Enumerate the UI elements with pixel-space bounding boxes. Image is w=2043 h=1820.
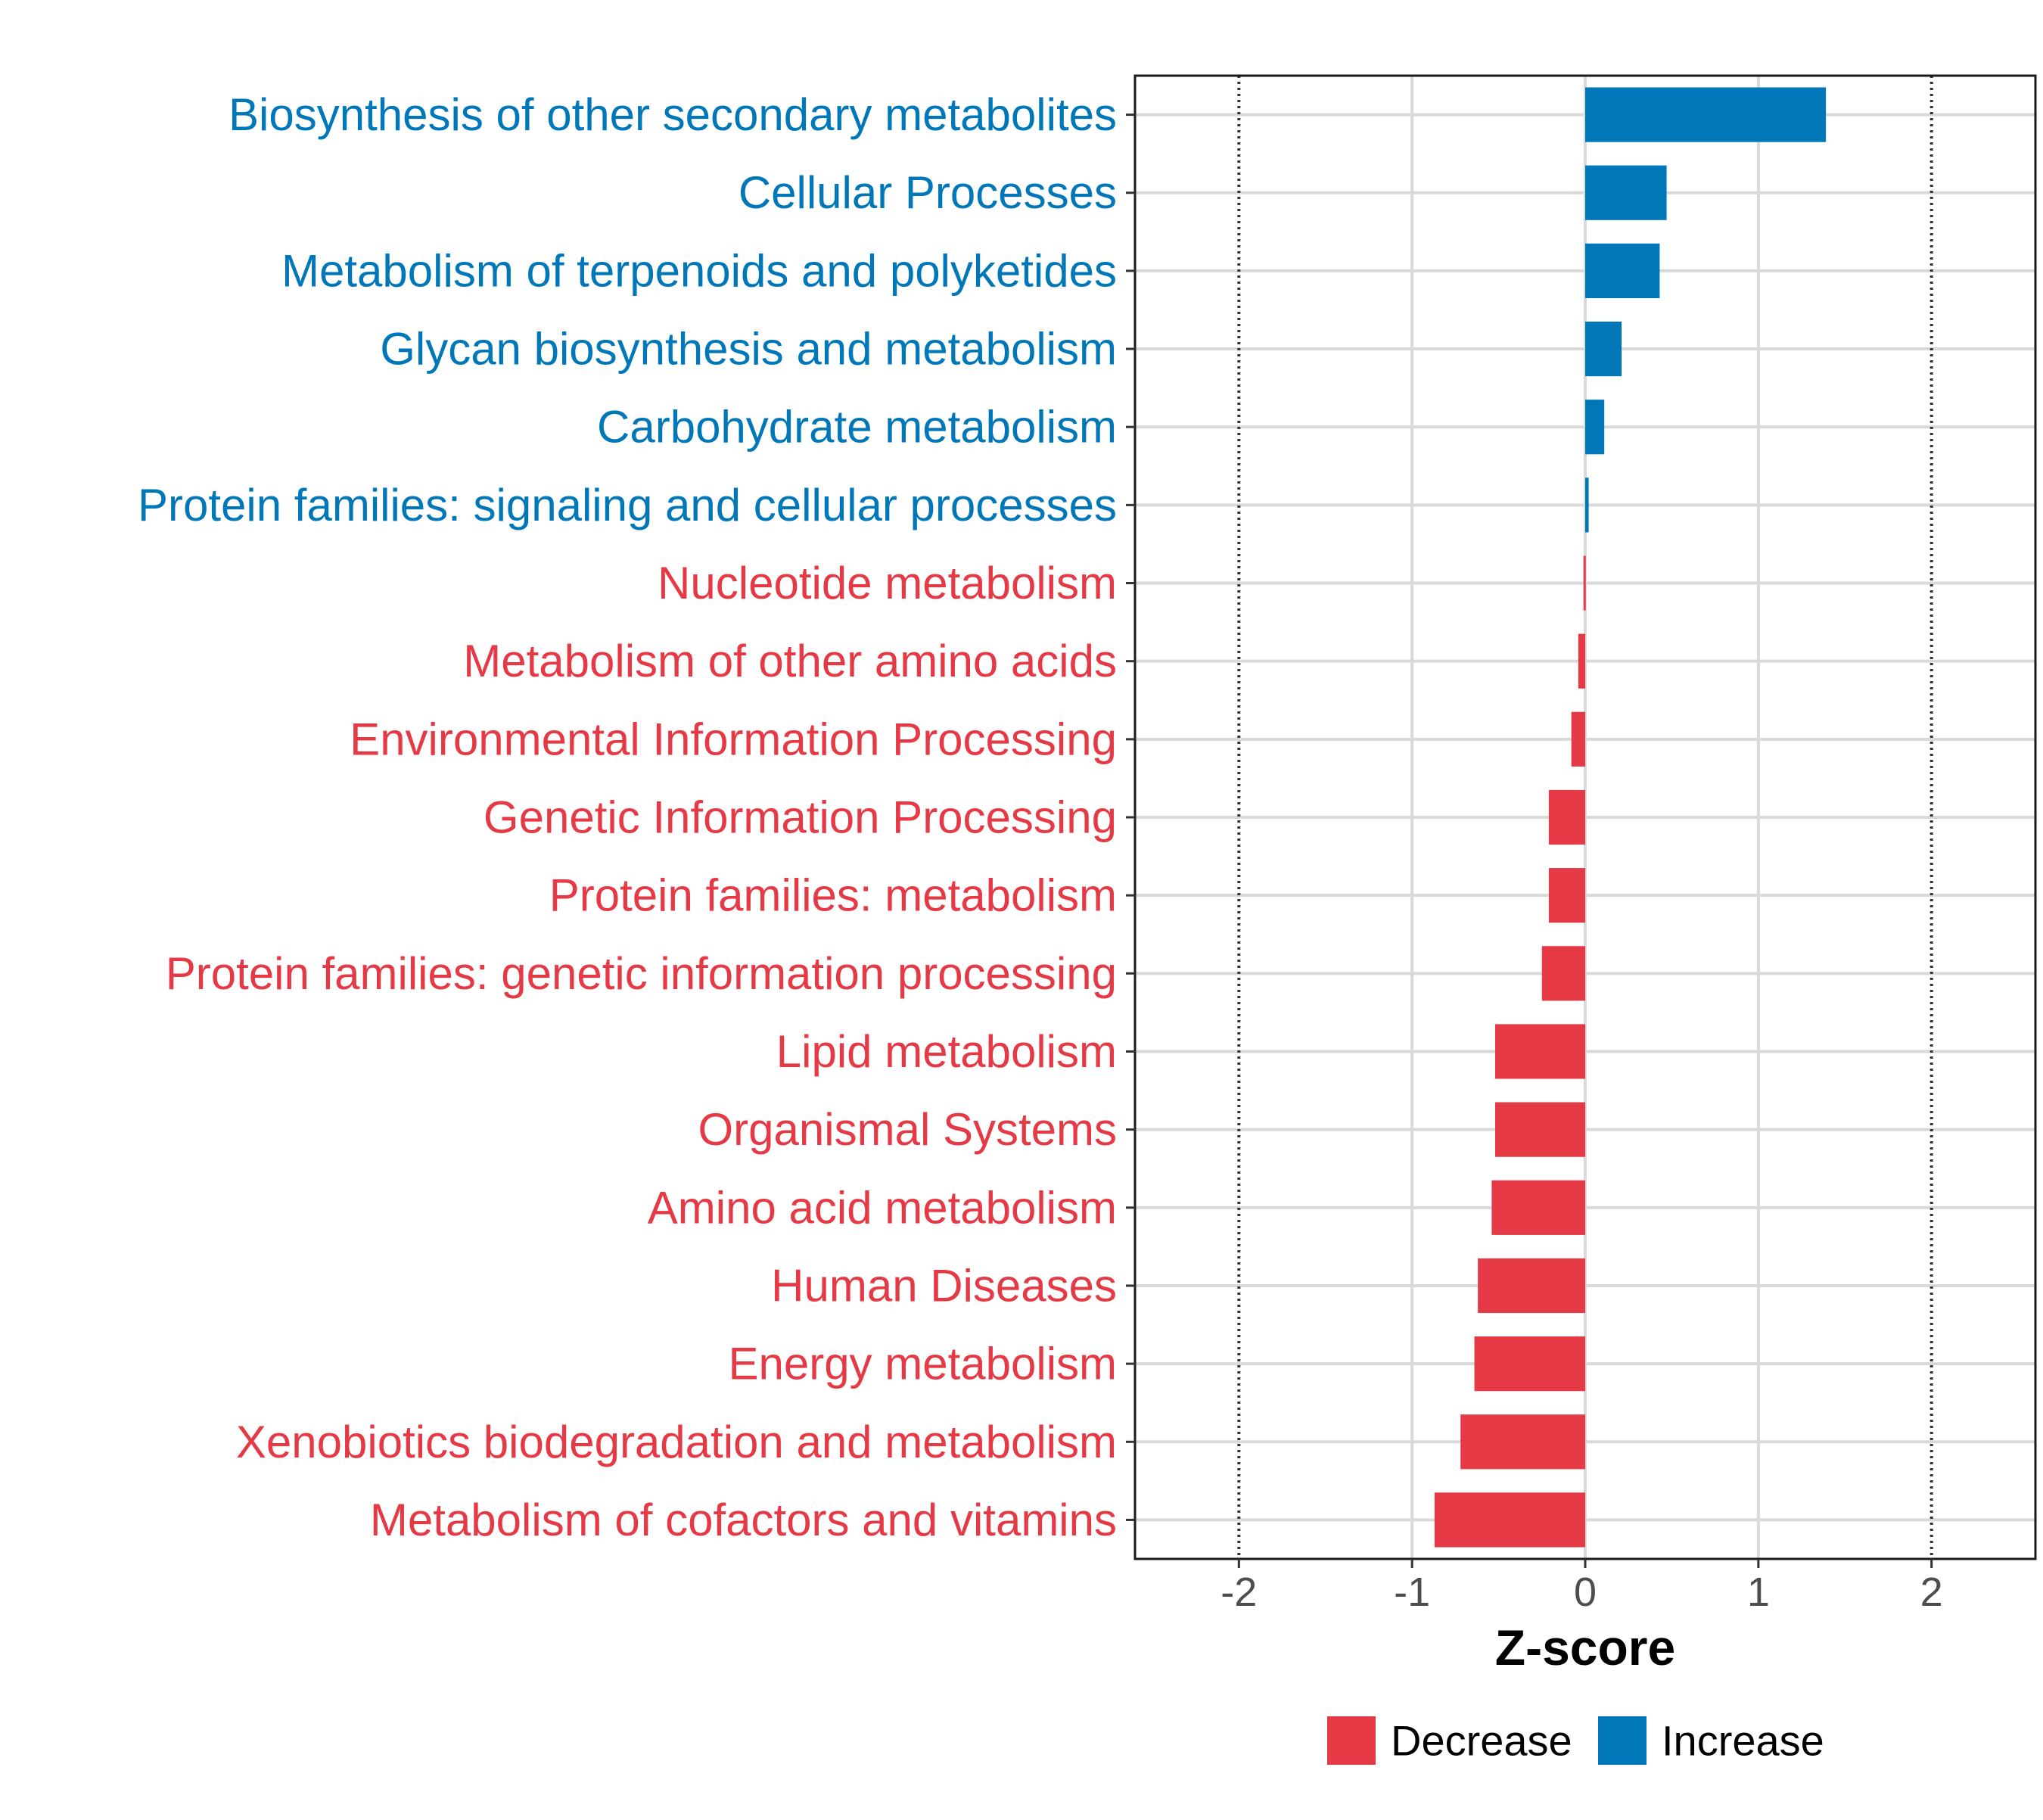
- category-label: Metabolism of other amino acids: [463, 636, 1117, 686]
- category-label: Protein families: genetic information pr…: [166, 948, 1117, 999]
- bar: [1578, 633, 1585, 689]
- category-label: Cellular Processes: [739, 167, 1117, 218]
- legend-swatch: [1598, 1716, 1647, 1765]
- category-label: Energy metabolism: [728, 1339, 1117, 1389]
- category-label: Protein families: metabolism: [549, 870, 1117, 921]
- x-axis-ticks: [1237, 1559, 1933, 1568]
- category-label: Xenobiotics biodegradation and metabolis…: [236, 1417, 1117, 1467]
- legend-swatch: [1327, 1716, 1376, 1765]
- bar: [1548, 868, 1585, 923]
- bars: [1434, 87, 1827, 1548]
- bar: [1495, 1102, 1585, 1157]
- bar: [1548, 789, 1585, 845]
- y-axis-ticks: [1126, 114, 1135, 1521]
- category-label: Glycan biosynthesis and metabolism: [380, 324, 1117, 375]
- bar: [1571, 711, 1585, 767]
- category-label: Human Diseases: [771, 1260, 1117, 1311]
- category-label: Protein families: signaling and cellular…: [138, 480, 1117, 530]
- bar: [1585, 87, 1827, 142]
- bar: [1585, 243, 1660, 298]
- category-label: Lipid metabolism: [776, 1026, 1117, 1077]
- category-label: Biosynthesis of other secondary metaboli…: [229, 89, 1117, 140]
- bar: [1585, 478, 1589, 533]
- bar: [1585, 165, 1667, 220]
- bar: [1460, 1414, 1585, 1470]
- category-label: Carbohydrate metabolism: [597, 402, 1117, 453]
- legend-label: Increase: [1662, 1717, 1824, 1765]
- legend: Decrease Increase: [1327, 1716, 1824, 1765]
- bar: [1583, 555, 1586, 611]
- x-tick-label: 0: [1574, 1570, 1597, 1615]
- y-axis-labels: Biosynthesis of other secondary metaboli…: [138, 89, 1117, 1545]
- x-axis-labels: -2 -1 0 1 2: [1221, 1570, 1942, 1615]
- x-tick-label: 1: [1747, 1570, 1770, 1615]
- bar: [1474, 1336, 1585, 1392]
- x-tick-label: -1: [1394, 1570, 1430, 1615]
- category-label: Organismal Systems: [698, 1104, 1117, 1155]
- bar: [1585, 400, 1605, 455]
- category-label: Metabolism of cofactors and vitamins: [370, 1495, 1117, 1545]
- reference-lines: [1237, 76, 1933, 1559]
- x-axis-title: Z-score: [1495, 1619, 1675, 1675]
- category-label: Nucleotide metabolism: [658, 558, 1117, 608]
- category-label: Metabolism of terpenoids and polyketides: [281, 245, 1117, 296]
- bar: [1541, 946, 1585, 1001]
- category-label: Environmental Information Processing: [350, 714, 1117, 764]
- bar: [1495, 1024, 1585, 1079]
- legend-label: Decrease: [1391, 1717, 1572, 1765]
- x-tick-label: -2: [1221, 1570, 1257, 1615]
- category-label: Genetic Information Processing: [484, 792, 1117, 843]
- x-tick-label: 2: [1920, 1570, 1943, 1615]
- bar: [1491, 1180, 1585, 1235]
- category-label: Amino acid metabolism: [648, 1182, 1117, 1233]
- bar: [1585, 321, 1622, 377]
- bar: [1478, 1258, 1585, 1314]
- bar: [1434, 1492, 1585, 1548]
